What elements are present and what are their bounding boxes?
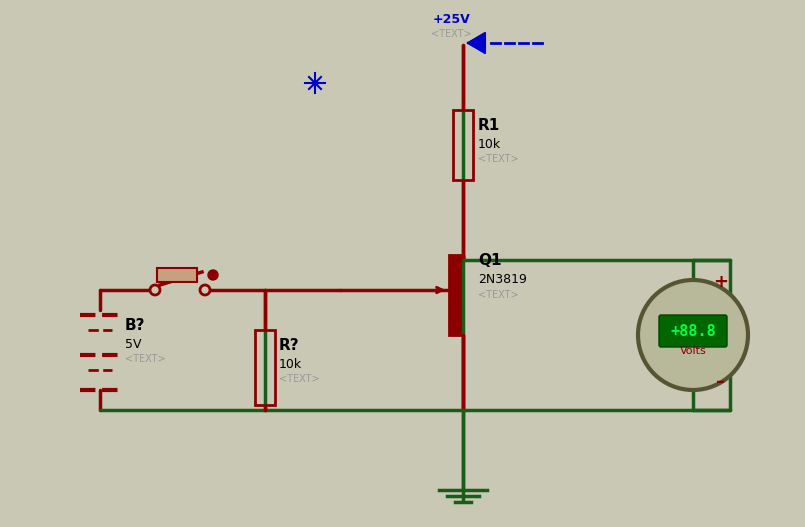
Circle shape (208, 270, 218, 280)
Bar (255, 330, 275, 405)
Circle shape (200, 285, 210, 295)
Text: 5V: 5V (125, 338, 142, 351)
Text: –: – (716, 373, 725, 391)
Text: <TEXT>: <TEXT> (125, 354, 166, 364)
Text: <TEXT>: <TEXT> (431, 29, 471, 39)
Bar (449, 255, 461, 335)
Text: 10k: 10k (279, 358, 302, 371)
Text: <TEXT>: <TEXT> (478, 154, 518, 164)
Text: Volts: Volts (679, 346, 706, 356)
Text: R1: R1 (478, 118, 500, 133)
Text: +88.8: +88.8 (671, 324, 716, 338)
Text: <TEXT>: <TEXT> (279, 374, 320, 384)
Text: +: + (713, 273, 729, 291)
FancyBboxPatch shape (659, 315, 727, 347)
Text: R?: R? (279, 338, 299, 353)
Text: +25V: +25V (432, 13, 470, 26)
Text: B?: B? (125, 318, 146, 333)
Text: 2N3819: 2N3819 (478, 273, 527, 286)
Bar (157, 268, 197, 282)
Text: Q1: Q1 (478, 253, 502, 268)
Polygon shape (468, 33, 485, 53)
Bar (453, 110, 473, 180)
Text: <TEXT>: <TEXT> (478, 290, 518, 300)
Circle shape (150, 285, 160, 295)
Text: 10k: 10k (478, 138, 502, 151)
Circle shape (638, 280, 748, 390)
